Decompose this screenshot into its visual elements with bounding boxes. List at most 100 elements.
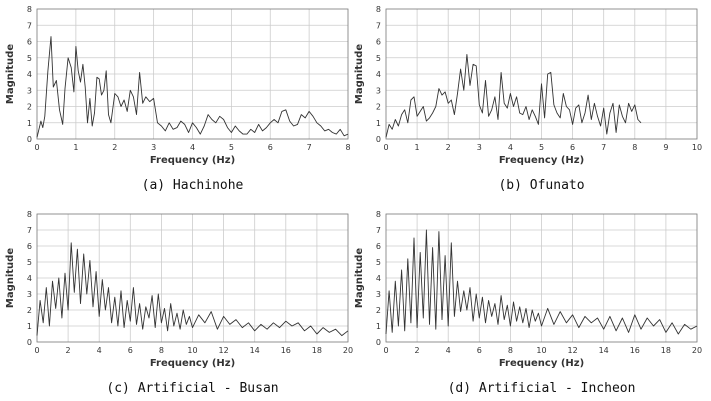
- y-axis-label: Magnitude: [5, 248, 16, 308]
- y-tick-label: 7: [27, 226, 32, 235]
- x-axis-label: Frequency (Hz): [499, 358, 584, 369]
- y-tick-label: 2: [376, 103, 381, 112]
- y-tick-label: 6: [27, 242, 32, 251]
- x-tick-label: 6: [570, 143, 575, 152]
- x-tick-label: 6: [477, 346, 482, 355]
- y-tick-label: 7: [376, 21, 381, 30]
- x-tick-label: 6: [268, 143, 273, 152]
- x-tick-label: 20: [343, 346, 353, 355]
- y-tick-label: 0: [27, 135, 32, 144]
- x-tick-label: 2: [112, 143, 117, 152]
- x-tick-label: 8: [632, 143, 637, 152]
- y-tick-label: 3: [27, 86, 32, 95]
- x-tick-label: 6: [128, 346, 133, 355]
- x-tick-label: 0: [34, 143, 39, 152]
- x-tick-label: 7: [307, 143, 312, 152]
- y-tick-label: 3: [376, 86, 381, 95]
- panel-caption: (b) Ofunato: [498, 178, 584, 193]
- y-tick-label: 2: [376, 306, 381, 315]
- y-tick-label: 1: [376, 119, 381, 128]
- x-tick-label: 2: [66, 346, 71, 355]
- y-tick-label: 5: [27, 54, 32, 63]
- chart-panel-2: 0 1 2 3 4 5 6 7 8 9 10 0 1 2 3 4 5 6 7 8 Frequency (Hz) Magni…: [354, 5, 702, 193]
- plot-frame: [385, 8, 698, 140]
- panel-caption: (c) Artificial - Busan: [106, 381, 278, 396]
- x-tick-label: 9: [663, 143, 668, 152]
- x-tick-label: 14: [250, 346, 260, 355]
- x-tick-label: 3: [151, 143, 156, 152]
- y-tick-label: 2: [27, 306, 32, 315]
- y-tick-label: 4: [376, 70, 381, 79]
- x-tick-label: 2: [415, 346, 420, 355]
- x-tick-label: 4: [508, 143, 513, 152]
- y-tick-label: 5: [376, 54, 381, 63]
- plot-frame: [36, 213, 349, 343]
- y-tick-label: 1: [27, 119, 32, 128]
- x-tick-label: 4: [446, 346, 451, 355]
- x-tick-label: 18: [312, 346, 322, 355]
- x-tick-label: 12: [568, 346, 578, 355]
- y-tick-label: 0: [376, 135, 381, 144]
- y-tick-label: 2: [27, 103, 32, 112]
- x-tick-label: 0: [383, 346, 388, 355]
- y-tick-label: 5: [376, 258, 381, 267]
- y-tick-label: 4: [27, 274, 32, 283]
- x-tick-label: 16: [281, 346, 291, 355]
- x-tick-label: 4: [97, 346, 102, 355]
- x-tick-label: 18: [661, 346, 671, 355]
- x-axis-label: Frequency (Hz): [150, 155, 235, 166]
- y-tick-label: 1: [27, 322, 32, 331]
- y-tick-label: 8: [376, 5, 381, 14]
- x-tick-label: 16: [630, 346, 640, 355]
- x-tick-label: 20: [692, 346, 702, 355]
- x-tick-label: 12: [219, 346, 229, 355]
- series-line-1: [36, 242, 349, 337]
- x-tick-label: 1: [415, 143, 420, 152]
- y-tick-label: 3: [376, 290, 381, 299]
- y-tick-label: 8: [27, 5, 32, 14]
- y-tick-label: 7: [27, 21, 32, 30]
- plot-frame: [36, 8, 349, 140]
- y-tick-label: 0: [376, 338, 381, 347]
- x-tick-label: 0: [34, 346, 39, 355]
- y-tick-label: 4: [27, 70, 32, 79]
- y-axis-label: Magnitude: [354, 44, 365, 104]
- panel-caption: (d) Artificial - Incheon: [448, 381, 636, 396]
- y-axis-label: Magnitude: [5, 44, 16, 104]
- y-tick-label: 8: [376, 210, 381, 219]
- x-tick-label: 7: [601, 143, 606, 152]
- plot-frame: [385, 213, 698, 343]
- y-tick-label: 5: [27, 258, 32, 267]
- x-tick-label: 1: [73, 143, 78, 152]
- x-axis-label: Frequency (Hz): [499, 155, 584, 166]
- y-tick-label: 7: [376, 226, 381, 235]
- chart-panel-1: 0 1 2 3 4 5 6 7 8 0 1 2 3 4 5 6 7 8 Frequency (Hz) Magnitud…: [5, 5, 351, 193]
- series-line-1: [385, 54, 642, 138]
- y-tick-label: 0: [27, 338, 32, 347]
- y-tick-label: 4: [376, 274, 381, 283]
- x-tick-label: 8: [508, 346, 513, 355]
- panel-caption: (a) Hachinohe: [142, 178, 244, 193]
- x-tick-label: 2: [446, 143, 451, 152]
- x-tick-label: 8: [159, 346, 164, 355]
- y-axis-label: Magnitude: [354, 248, 365, 308]
- y-tick-label: 6: [27, 38, 32, 47]
- y-tick-label: 1: [376, 322, 381, 331]
- y-tick-label: 6: [376, 38, 381, 47]
- y-tick-label: 3: [27, 290, 32, 299]
- series-line-1: [36, 36, 349, 138]
- x-axis-label: Frequency (Hz): [150, 358, 235, 369]
- x-tick-label: 3: [477, 143, 482, 152]
- x-tick-label: 10: [187, 346, 197, 355]
- x-tick-label: 4: [190, 143, 195, 152]
- series-line-1: [385, 229, 698, 335]
- x-tick-label: 10: [536, 346, 546, 355]
- x-tick-label: 14: [599, 346, 609, 355]
- y-tick-label: 6: [376, 242, 381, 251]
- x-tick-label: 5: [539, 143, 544, 152]
- x-tick-label: 10: [692, 143, 702, 152]
- x-tick-label: 0: [383, 143, 388, 152]
